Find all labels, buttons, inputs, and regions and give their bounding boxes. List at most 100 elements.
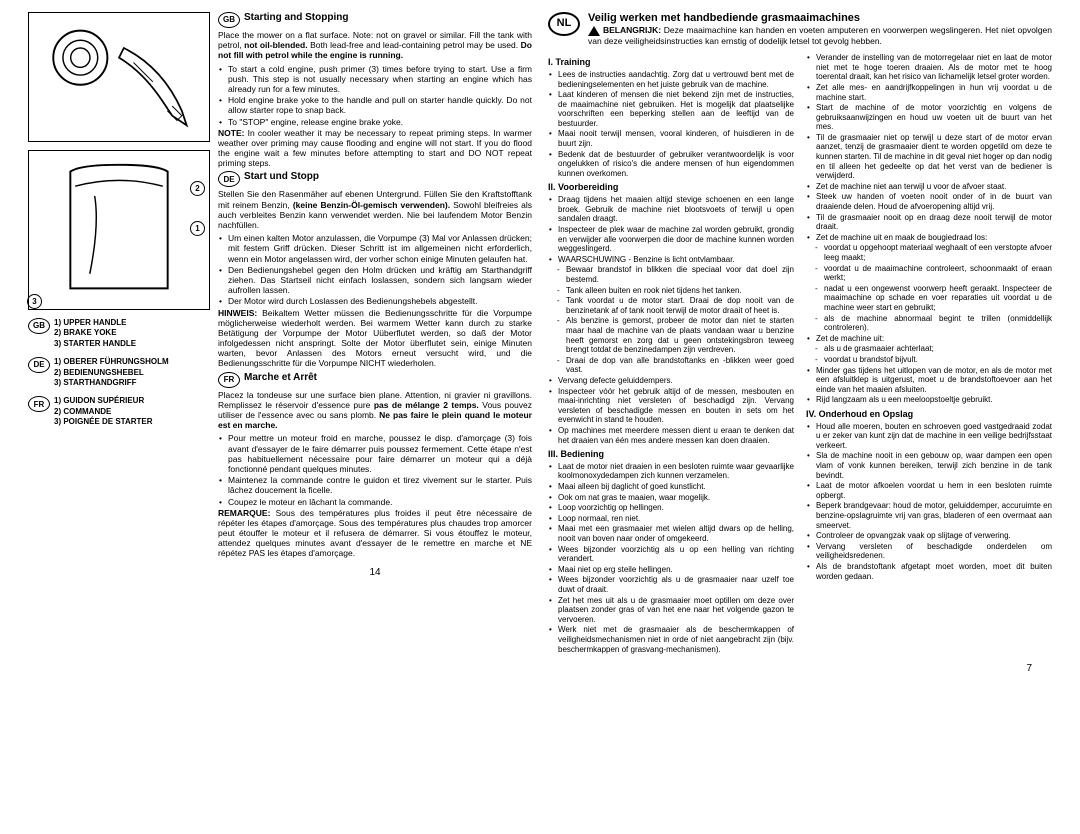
bullet: To "STOP" engine, release engine brake y… [228, 117, 532, 127]
intro: Place the mower on a flat surface. Note:… [218, 30, 532, 61]
warning-icon [588, 26, 600, 36]
list-item: Zet de machine uit: [816, 334, 1052, 344]
section-de: DE Start und Stopp Stellen Sie den Rasenm… [218, 171, 532, 368]
list-item: Houd alle moeren, bouten en schroeven go… [816, 422, 1052, 451]
list-item: Wees bijzonder voorzichtig als u op een … [558, 545, 794, 564]
list-item: Rijd langzaam als u een meeloopstoeltje … [816, 395, 1052, 405]
bullet: Der Motor wird durch Loslassen des Bedie… [228, 296, 532, 306]
left-column: 2 1 3 GB1) UPPER HANDLE2) BRAKE YOKE3) S… [28, 12, 218, 822]
flag-de: DE [28, 357, 50, 373]
list-item: nadat u een ongewenst voorwerp heeft ger… [824, 284, 1052, 313]
page-number-14: 14 [218, 567, 532, 579]
list-item: Loop voorzichtig op hellingen. [558, 503, 794, 513]
list-item: Bewaar brandstof in blikken die speciaal… [566, 265, 794, 284]
h-training: I. Training [548, 57, 794, 68]
legend-text: 1) OBERER FÜHRUNGSHOLM2) BEDIENUNGSHEBEL… [54, 357, 169, 388]
right-column: GB Starting and Stopping Place the mower … [218, 12, 532, 822]
h-voorbereiding: II. Voorbereiding [548, 182, 794, 193]
intro: Stellen Sie den Rasenmäher auf ebenen Un… [218, 189, 532, 230]
bullet: To start a cold engine, push primer (3) … [228, 64, 532, 95]
list-item: Steek uw handen of voeten nooit onder of… [816, 192, 1052, 211]
callout-3: 3 [27, 294, 42, 309]
list-item: Minder gas tijdens het uitlopen van de m… [816, 366, 1052, 395]
list-item: Vervang defecte geluiddempers. [558, 376, 794, 386]
nl-col-1: I. Training Lees de instructies aandacht… [548, 53, 794, 655]
bullet: Hold engine brake yoke to the handle and… [228, 95, 532, 115]
list-item: voordat u de maaimachine controleert, sc… [824, 264, 1052, 283]
list-item: Zet het mes uit als u de grasmaaier moet… [558, 596, 794, 625]
list-item: Inspecteer vóór het gebruik altijd of de… [558, 387, 794, 425]
flag-gb: GB [218, 12, 240, 28]
list-item: Op machines met meerdere messen dient u … [558, 426, 794, 445]
legend-text: 1) GUIDON SUPÉRIEUR2) COMMANDE3) POIGNÉE… [54, 396, 153, 427]
list-item: Til de grasmaaier nooit op en draag deze… [816, 213, 1052, 232]
list-item: Wees bijzonder voorzichtig als u de gras… [558, 575, 794, 594]
list-item: Maai alleen bij daglicht of goed kunstli… [558, 482, 794, 492]
list-item: WAARSCHUWING - Benzine is licht ontvlamb… [558, 255, 794, 265]
list-item: Tank alleen buiten en rook niet tijdens … [566, 286, 794, 296]
list-item: Maai niet op erg steile hellingen. [558, 565, 794, 575]
diagram-handle: 2 1 3 [28, 150, 210, 310]
h-bediening: III. Bediening [548, 449, 794, 460]
bullet: Pour mettre un moteur froid en marche, p… [228, 433, 532, 474]
note: REMARQUE: Sous des températures plus fro… [218, 508, 532, 559]
section-title: Starting and Stopping [244, 12, 348, 24]
list-item: Zet de machine niet aan terwijl u voor d… [816, 182, 1052, 192]
note: NOTE: In cooler weather it may be necess… [218, 128, 532, 169]
list-item: Als benzine is gemorst, probeer de motor… [566, 316, 794, 354]
section-title: Start und Stopp [244, 171, 319, 183]
list-item: Draai de dop van alle brandstoftanks en … [566, 356, 794, 375]
list-item: Maai nooit terwijl mensen, vooral kinder… [558, 129, 794, 148]
legend-text: 1) UPPER HANDLE2) BRAKE YOKE3) STARTER H… [54, 318, 136, 349]
section-title: Marche et Arrêt [244, 372, 317, 384]
page-number-7: 7 [548, 663, 1052, 675]
page-7: NL Veilig werken met handbediende grasma… [540, 12, 1060, 822]
list-item: Zet alle mes- en aandrijfkoppelingen in … [816, 83, 1052, 102]
flag-de: DE [218, 171, 240, 187]
list-item: Als de brandstoftank afgetapt moet worde… [816, 562, 1052, 581]
list-item: Maai met een grasmaaier met wielen altij… [558, 524, 794, 543]
list-item: Beperk brandgevaar: houd de motor, gelui… [816, 501, 1052, 530]
callout-1: 1 [190, 221, 205, 236]
intro: Placez la tondeuse sur une surface bien … [218, 390, 532, 431]
list-item: Bedenk dat de bestuurder of gebruiker ve… [558, 150, 794, 179]
legend-row: FR1) GUIDON SUPÉRIEUR2) COMMANDE3) POIGN… [28, 396, 210, 427]
list-item: Draag tijdens het maaien altijd stevige … [558, 195, 794, 224]
list-item: als u de grasmaaier achterlaat; [824, 344, 1052, 354]
list-item: Start de machine of de motor voorzichtig… [816, 103, 1052, 132]
section-gb: GB Starting and Stopping Place the mower … [218, 12, 532, 168]
bullet: Den Bedienungshebel gegen den Holm drück… [228, 265, 532, 296]
nl-header: NL Veilig werken met handbediende grasma… [548, 12, 1052, 49]
flag-fr: FR [28, 396, 50, 412]
legend-row: GB1) UPPER HANDLE2) BRAKE YOKE3) STARTER… [28, 318, 210, 349]
bullet: Coupez le moteur en lâchant la commande. [228, 497, 532, 507]
bullet: Maintenez la commande contre le guidon e… [228, 475, 532, 495]
page-14: 2 1 3 GB1) UPPER HANDLE2) BRAKE YOKE3) S… [20, 12, 540, 822]
list-item: voordat u opgehoopt materiaal weghaalt o… [824, 243, 1052, 262]
belangrijk: BELANGRIJK: Deze maaimachine kan handen … [588, 25, 1052, 46]
flag-fr: FR [218, 372, 240, 388]
list-item: Verander de instelling van de motorregel… [816, 53, 1052, 82]
diagram-primer [28, 12, 210, 142]
section-fr: FR Marche et Arrêt Placez la tondeuse sur… [218, 372, 532, 559]
list-item: voordat u brandstof bijvult. [824, 355, 1052, 365]
list-item: Inspecteer de plek waar de machine zal w… [558, 225, 794, 254]
list-item: Laat kinderen of mensen die niet bekend … [558, 90, 794, 128]
list-item: Tank voordat u de motor start. Draai de … [566, 296, 794, 315]
bullet: Um einen kalten Motor anzulassen, die Vo… [228, 233, 532, 264]
list-item: Ook om nat gras te maaien, waar mogelijk… [558, 493, 794, 503]
list-item: Laat de motor niet draaien in een beslot… [558, 462, 794, 481]
flag-nl: NL [548, 12, 580, 36]
callout-2: 2 [190, 181, 205, 196]
note: HINWEIS: Beikaltem Wetter müssen die Bed… [218, 308, 532, 369]
list-item: Laat de motor afkoelen voordat u hem in … [816, 481, 1052, 500]
legend-row: DE1) OBERER FÜHRUNGSHOLM2) BEDIENUNGSHEB… [28, 357, 210, 388]
list-item: Loop normaal, ren niet. [558, 514, 794, 524]
list-item: Controleer de opvangzak vaak op slijtage… [816, 531, 1052, 541]
list-item: als de machine abnormaal begint te trill… [824, 314, 1052, 333]
flag-gb: GB [28, 318, 50, 334]
nl-title: Veilig werken met handbediende grasmaaim… [588, 12, 1052, 25]
list-item: Sla de machine nooit in een gebouw op, w… [816, 451, 1052, 480]
list-item: Zet de machine uit en maak de bougiedraa… [816, 233, 1052, 243]
h-onderhoud: IV. Onderhoud en Opslag [806, 409, 1052, 420]
